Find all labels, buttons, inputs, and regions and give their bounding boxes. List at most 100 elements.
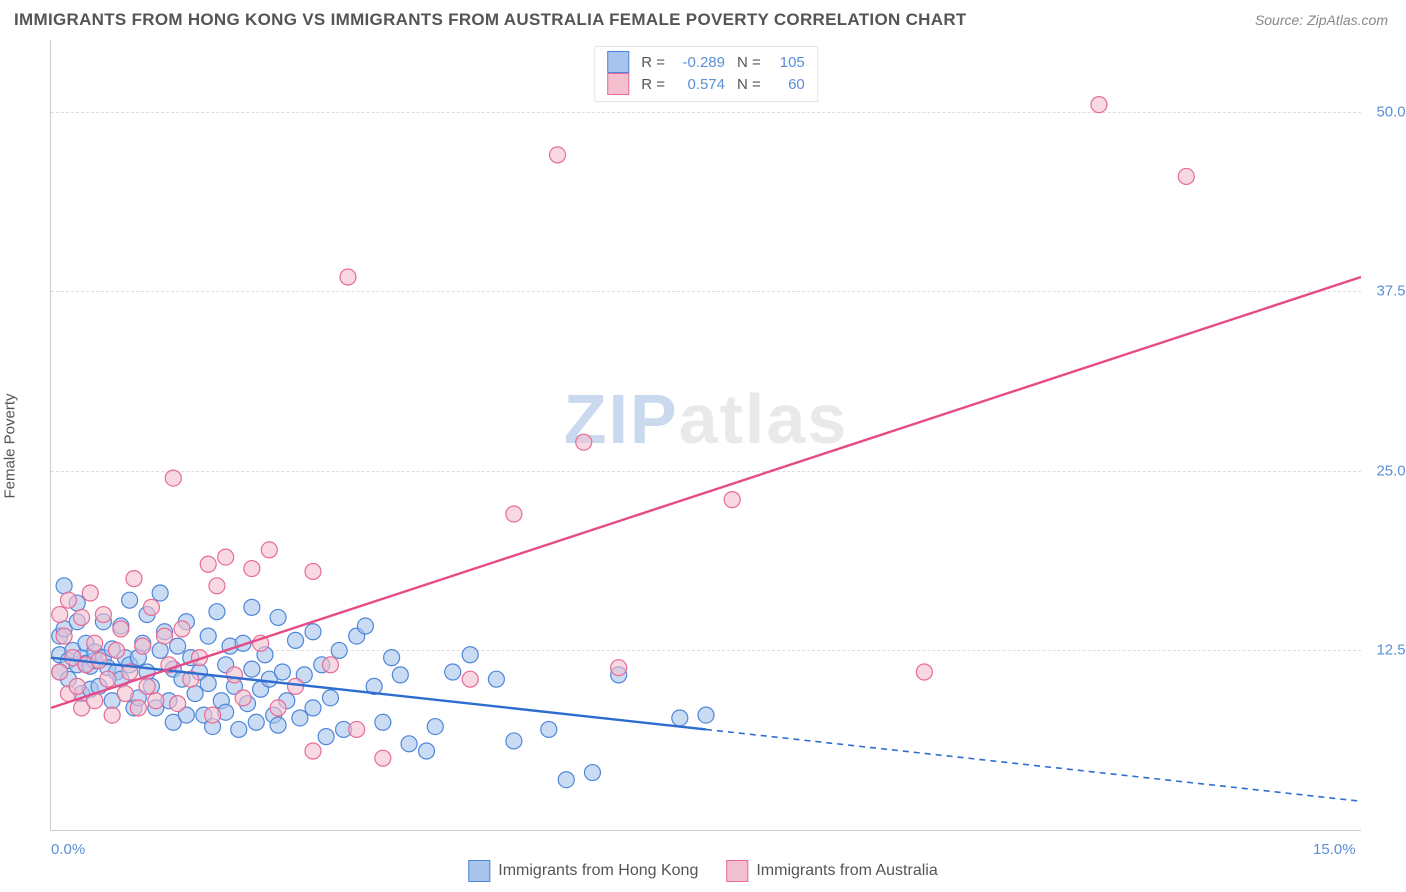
data-point <box>392 667 408 683</box>
data-point <box>349 721 365 737</box>
data-point <box>174 621 190 637</box>
x-tick-label: 0.0% <box>51 841 85 858</box>
data-point <box>209 604 225 620</box>
legend-row: R = 0.574 N = 60 <box>607 73 805 95</box>
data-point <box>401 736 417 752</box>
legend-n-value: 60 <box>769 74 805 95</box>
data-point <box>170 696 186 712</box>
legend-n-label: N = <box>737 74 761 95</box>
data-point <box>541 721 557 737</box>
data-point <box>305 700 321 716</box>
bottom-legend-label: Immigrants from Hong Kong <box>498 862 698 880</box>
data-point <box>288 678 304 694</box>
data-point <box>305 563 321 579</box>
data-point <box>113 621 129 637</box>
data-point <box>506 506 522 522</box>
data-point <box>209 578 225 594</box>
data-point <box>165 470 181 486</box>
data-point <box>331 642 347 658</box>
data-point <box>244 599 260 615</box>
y-axis-title: Female Poverty <box>2 393 19 498</box>
data-point <box>357 618 373 634</box>
data-point <box>226 667 242 683</box>
data-point <box>152 585 168 601</box>
y-tick-label: 50.0% <box>1376 103 1406 120</box>
data-point <box>200 628 216 644</box>
legend-row: R = -0.289 N = 105 <box>607 51 805 73</box>
data-point <box>462 647 478 663</box>
data-point <box>672 710 688 726</box>
data-point <box>200 675 216 691</box>
data-point <box>248 714 264 730</box>
data-point <box>122 592 138 608</box>
data-point <box>340 269 356 285</box>
data-point <box>558 772 574 788</box>
data-point <box>270 609 286 625</box>
data-point <box>305 624 321 640</box>
bottom-legend-item: Immigrants from Hong Kong <box>468 860 698 882</box>
data-point <box>87 635 103 651</box>
data-point <box>292 710 308 726</box>
data-point <box>244 561 260 577</box>
data-point <box>109 642 125 658</box>
trend-line <box>51 277 1361 708</box>
data-point <box>52 664 68 680</box>
chart-title: IMMIGRANTS FROM HONG KONG VS IMMIGRANTS … <box>14 10 967 30</box>
data-point <box>126 571 142 587</box>
source-attribution: Source: ZipAtlas.com <box>1255 12 1388 28</box>
legend-r-value: 0.574 <box>673 74 725 95</box>
data-point <box>274 664 290 680</box>
data-point <box>152 642 168 658</box>
data-point <box>218 549 234 565</box>
data-point <box>148 693 164 709</box>
data-point <box>56 578 72 594</box>
x-tick-label: 15.0% <box>1313 841 1356 858</box>
bottom-legend-item: Immigrants from Australia <box>726 860 937 882</box>
data-point <box>318 729 334 745</box>
data-point <box>322 690 338 706</box>
data-point <box>187 686 203 702</box>
data-point <box>384 650 400 666</box>
data-point <box>506 733 522 749</box>
legend-r-value: -0.289 <box>673 52 725 73</box>
data-point <box>200 556 216 572</box>
data-point <box>60 592 76 608</box>
data-point <box>698 707 714 723</box>
data-point <box>270 700 286 716</box>
data-point <box>576 434 592 450</box>
plot-area: ZIPatlas R = -0.289 N = 105 R = 0.574 N … <box>50 40 1361 831</box>
data-point <box>427 719 443 735</box>
data-point <box>143 599 159 615</box>
legend-n-label: N = <box>737 52 761 73</box>
chart-svg <box>51 40 1361 830</box>
data-point <box>419 743 435 759</box>
data-point <box>56 628 72 644</box>
data-point <box>550 147 566 163</box>
data-point <box>322 657 338 673</box>
data-point <box>584 765 600 781</box>
data-point <box>52 607 68 623</box>
data-point <box>305 743 321 759</box>
data-point <box>462 671 478 687</box>
data-point <box>135 638 151 654</box>
data-point <box>270 717 286 733</box>
data-point <box>69 678 85 694</box>
data-point <box>261 542 277 558</box>
y-tick-label: 37.5% <box>1376 283 1406 300</box>
legend-swatch <box>607 51 629 73</box>
trend-line-extrapolated <box>706 729 1361 801</box>
bottom-legend: Immigrants from Hong Kong Immigrants from… <box>468 860 937 882</box>
data-point <box>231 721 247 737</box>
data-point <box>611 660 627 676</box>
data-point <box>244 661 260 677</box>
data-point <box>1178 168 1194 184</box>
data-point <box>375 750 391 766</box>
data-point <box>74 609 90 625</box>
data-point <box>104 707 120 723</box>
legend-swatch <box>726 860 748 882</box>
data-point <box>91 653 107 669</box>
data-point <box>1091 97 1107 113</box>
data-point <box>139 678 155 694</box>
data-point <box>288 632 304 648</box>
data-point <box>375 714 391 730</box>
